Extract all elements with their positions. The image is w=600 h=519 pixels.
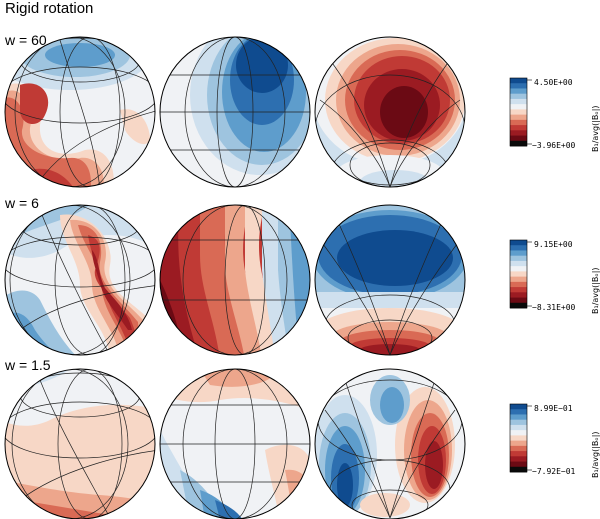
colorbar-row3-swatch (510, 466, 527, 473)
colorbar-row1-frame (509, 77, 528, 147)
colorbar-row3-swatch (510, 409, 527, 415)
colorbar-row3-swatch (510, 404, 527, 410)
row3-label: w = 1.5 (5, 357, 51, 373)
colorbar-row2-axis-label: B₁/avg(|Bₒ|) (591, 267, 600, 314)
colorbar-row3-swatch (510, 419, 527, 426)
colorbar-row2-swatch (510, 297, 527, 304)
colorbar-row2-swatch (510, 287, 527, 293)
colorbar-row1-swatch (510, 119, 527, 126)
sphere-row2-c (315, 205, 465, 355)
colorbar-row3-swatch (510, 414, 527, 421)
colorbar-row3-swatch (510, 445, 527, 452)
colorbar-row1-swatch (510, 83, 527, 89)
colorbar-row1-swatch (510, 125, 527, 131)
colorbar-row2-swatch (510, 250, 527, 257)
colorbar-row3-swatch (510, 430, 527, 436)
colorbar-row1-swatch (510, 130, 527, 136)
colorbar-row3-frame (509, 403, 528, 473)
colorbar-row1-swatch (510, 135, 527, 142)
colorbar-row3-min: −7.92E−01 (532, 467, 576, 476)
figure-title: Rigid rotation (5, 0, 94, 17)
colorbar-row3-swatch (510, 424, 527, 431)
colorbar-row1-swatch (510, 114, 527, 121)
row1-label: w = 60 (5, 32, 47, 48)
sphere-outlines (4, 36, 466, 519)
colorbar-row1-max: 4.50E+00 (534, 78, 573, 87)
colorbar-row2-swatch (510, 302, 527, 309)
colorbar-row1-swatch (510, 98, 527, 105)
sphere-row3-c (315, 369, 465, 519)
colorbar-row3 (509, 403, 532, 473)
colorbar-row3-swatch (510, 456, 527, 462)
colorbar-row1-axis-label: B₁/avg(|Bₒ|) (591, 105, 600, 152)
colorbar-row3-swatch (510, 451, 527, 457)
colorbar-row2-swatch (510, 240, 527, 246)
sphere-row2-b (160, 205, 310, 355)
row2-label: w = 6 (5, 195, 39, 211)
colorbar-row1-swatch (510, 109, 527, 116)
colorbar-row3-swatch (510, 461, 527, 468)
sphere-row2-a (5, 205, 155, 355)
colorbar-row1-swatch (510, 78, 527, 84)
colorbar-row2-swatch (510, 271, 527, 278)
colorbar-row2-frame (509, 239, 528, 309)
colorbar-row2 (509, 239, 532, 309)
colorbar-row1-swatch (510, 88, 527, 95)
colorbar-row3-axis-label: B₁/avg(|Bₒ|) (591, 431, 600, 478)
colorbar-row2-swatch (510, 281, 527, 288)
colorbar-row2-min: −8.31E+00 (532, 303, 576, 312)
colorbar-row1-min: −3.96E+00 (532, 141, 576, 150)
colorbar-row2-swatch (510, 260, 527, 267)
colorbar-row1-swatch (510, 140, 527, 147)
colorbar-row1-swatch (510, 104, 527, 110)
colorbar-row2-swatch (510, 255, 527, 262)
colorbar-row3-swatch (510, 435, 527, 442)
colorbar-row3-max: 8.99E−01 (534, 404, 573, 413)
colorbar-row2-swatch (510, 266, 527, 272)
colorbar-row2-max: 9.15E+00 (534, 240, 573, 249)
sphere-row1-c (315, 37, 465, 187)
colorbar-row2-swatch (510, 245, 527, 251)
sphere-row3-a (5, 369, 155, 519)
colorbar-row3-swatch (510, 440, 527, 447)
colorbar-row2-swatch (510, 292, 527, 298)
colorbar-row2-swatch (510, 276, 527, 283)
colorbar-row1 (509, 77, 532, 147)
colorbar-row1-swatch (510, 93, 527, 100)
